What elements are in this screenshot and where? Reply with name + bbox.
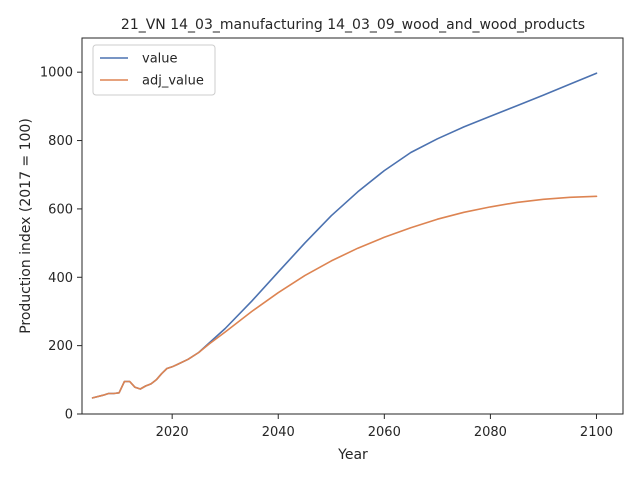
chart-title: 21_VN 14_03_manufacturing 14_03_09_wood_… xyxy=(121,17,585,33)
x-tick-label: 2040 xyxy=(262,425,295,440)
y-tick-label: 1000 xyxy=(40,66,73,81)
y-tick-label: 200 xyxy=(48,339,73,354)
y-tick-label: 600 xyxy=(48,202,73,217)
y-tick-label: 0 xyxy=(65,408,73,423)
legend-label-adj-value: adj_value xyxy=(142,74,204,89)
series-layer xyxy=(91,72,598,399)
legend-label-value: value xyxy=(142,52,178,67)
x-tick-label: 2020 xyxy=(156,425,189,440)
y-tick-label: 800 xyxy=(48,134,73,149)
series-line-adj-value xyxy=(91,195,598,399)
x-tick-label: 2080 xyxy=(474,425,507,440)
x-axis: 2020 2040 2060 2080 2100 xyxy=(156,414,613,440)
x-axis-label: Year xyxy=(337,447,368,463)
y-tick-label: 400 xyxy=(48,271,73,286)
x-tick-label: 2100 xyxy=(580,425,613,440)
plot-frame xyxy=(81,37,624,415)
series-line-value xyxy=(91,72,598,399)
y-axis: 0 200 400 600 800 1000 xyxy=(40,66,82,423)
legend: value adj_value xyxy=(92,44,216,96)
x-tick-label: 2060 xyxy=(368,425,401,440)
y-axis-label: Production index (2017 = 100) xyxy=(18,118,34,334)
